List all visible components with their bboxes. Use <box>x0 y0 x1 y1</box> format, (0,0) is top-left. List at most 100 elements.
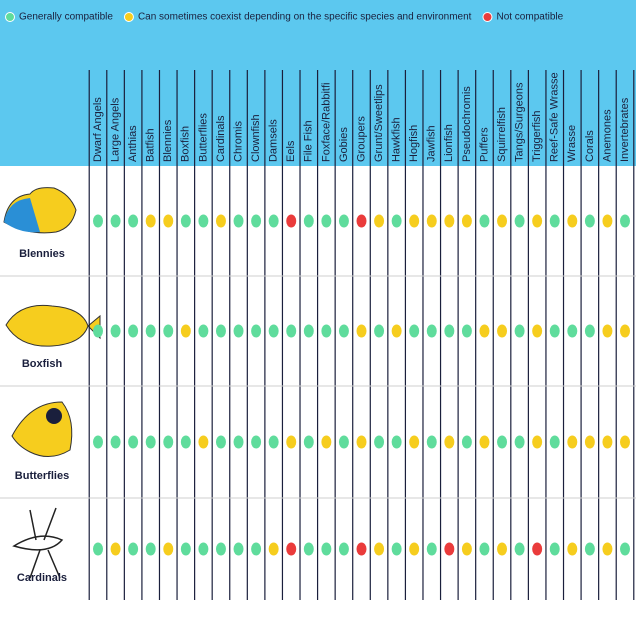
compatibility-dot <box>532 324 543 338</box>
column-header: Grunt/Sweetlips <box>373 84 385 162</box>
blenny-icon <box>3 187 77 234</box>
compatibility-dot <box>374 324 385 338</box>
compatibility-dot <box>303 324 314 338</box>
compatibility-dot <box>215 542 226 556</box>
column-header: Eels <box>285 140 297 162</box>
compatibility-dot <box>514 542 525 556</box>
compatibility-dot <box>620 324 630 338</box>
compatibility-dot <box>532 542 543 556</box>
compatibility-dot <box>180 214 191 228</box>
compatibility-dot <box>426 542 437 556</box>
cardinal-icon <box>12 507 64 579</box>
compatibility-dot <box>514 435 525 449</box>
compatibility-dot <box>321 435 332 449</box>
legend-swatch <box>482 12 493 22</box>
column-header: Puffers <box>478 127 490 162</box>
compatibility-dot <box>567 324 578 338</box>
legend-label: Can sometimes coexist depending on the s… <box>138 12 472 23</box>
column-header: Anthias <box>127 125 139 162</box>
column-header: Groupers <box>355 116 367 162</box>
compatibility-dot <box>391 542 402 556</box>
column-header: Dwarf Angels <box>92 97 104 162</box>
compatibility-dot <box>602 324 613 338</box>
compatibility-dot <box>268 435 279 449</box>
compatibility-dot <box>426 214 437 228</box>
compatibility-dot <box>444 214 455 228</box>
column-header: Invertebrates <box>619 97 631 162</box>
compatibility-dot <box>180 435 191 449</box>
column-header: Chromis <box>232 121 244 162</box>
compatibility-dot <box>567 542 578 556</box>
compatibility-dot <box>514 324 525 338</box>
butterfly-icon <box>11 401 73 457</box>
compatibility-dot <box>374 435 385 449</box>
compatibility-dot <box>303 214 314 228</box>
compatibility-dot <box>620 435 630 449</box>
grid <box>0 70 636 600</box>
row-label: Cardinals <box>17 572 67 584</box>
compatibility-dot <box>233 542 244 556</box>
compatibility-dot <box>251 324 262 338</box>
compatibility-dot <box>461 542 472 556</box>
compatibility-dot <box>356 324 367 338</box>
compatibility-dot <box>479 324 490 338</box>
compatibility-dot <box>356 214 367 228</box>
compatibility-dot <box>128 542 139 556</box>
compatibility-dot <box>198 435 209 449</box>
compatibility-dot <box>409 214 420 228</box>
compatibility-dot <box>584 324 595 338</box>
legend-label: Not compatible <box>496 12 563 23</box>
compatibility-dot <box>549 324 560 338</box>
compatibility-dot <box>268 542 279 556</box>
compatibility-dot <box>479 435 490 449</box>
compatibility-dot <box>321 324 332 338</box>
compatibility-dot <box>180 324 191 338</box>
compatibility-dot <box>497 324 508 338</box>
column-header: Hawkfish <box>391 117 403 162</box>
column-header: File Fish <box>303 120 315 162</box>
compatibility-dot <box>479 214 490 228</box>
row-label: Butterflies <box>15 470 69 482</box>
compatibility-dot <box>215 435 226 449</box>
compatibility-dot <box>338 542 349 556</box>
compatibility-dot <box>128 214 139 228</box>
row-label: Boxfish <box>22 358 63 370</box>
compatibility-dot <box>198 214 209 228</box>
column-header: Cardinals <box>215 115 227 162</box>
compatibility-dot <box>198 542 209 556</box>
compatibility-dot <box>584 435 595 449</box>
column-header: Jawfish <box>426 125 438 162</box>
compatibility-dot <box>391 324 402 338</box>
column-header: Wrasse <box>566 125 578 162</box>
compatibility-dot <box>321 214 332 228</box>
compatibility-dot <box>338 324 349 338</box>
column-header: Pseudochromis <box>461 86 473 162</box>
legend-swatch <box>5 12 15 22</box>
compatibility-dot <box>233 324 244 338</box>
column-header: Boxfish <box>180 126 192 162</box>
compatibility-dot <box>163 542 174 556</box>
compatibility-dot <box>145 214 156 228</box>
compatibility-dot <box>93 214 103 228</box>
compatibility-dot <box>338 435 349 449</box>
compatibility-dot <box>461 324 472 338</box>
compatibility-dot <box>233 435 244 449</box>
compatibility-dot <box>110 435 121 449</box>
compatibility-dot <box>110 324 121 338</box>
compatibility-dot <box>374 214 385 228</box>
compatibility-dot <box>110 542 121 556</box>
compatibility-dot <box>426 435 437 449</box>
compatibility-dot <box>286 435 297 449</box>
compatibility-dot <box>356 435 367 449</box>
compatibility-dot <box>251 542 262 556</box>
compatibility-dot <box>286 324 297 338</box>
column-header: Foxface/Rabbitfi <box>320 83 332 162</box>
compatibility-dot <box>128 435 139 449</box>
compatibility-dot <box>251 214 262 228</box>
compatibility-dot <box>251 435 262 449</box>
compatibility-dot <box>128 324 139 338</box>
compatibility-dot <box>93 435 103 449</box>
compatibility-dot <box>338 214 349 228</box>
compatibility-dot <box>532 214 543 228</box>
